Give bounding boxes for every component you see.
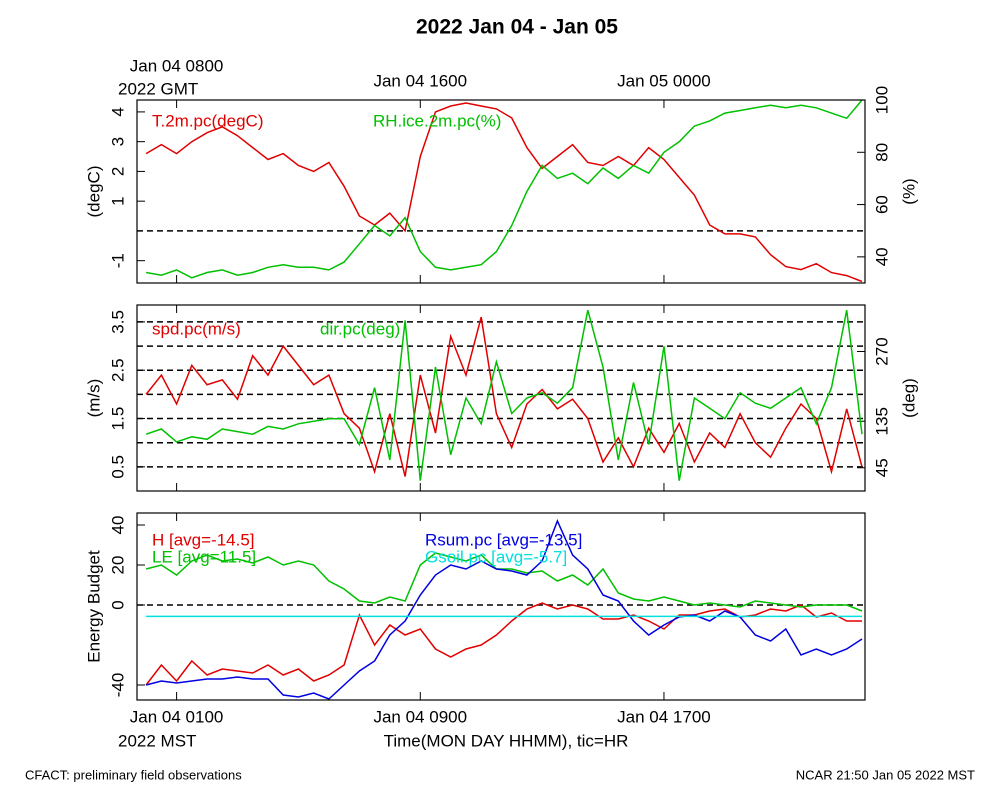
legend-label: Gsoil.pc [avg=-5.7] bbox=[425, 547, 567, 566]
y-tick-label: 1.5 bbox=[108, 407, 127, 431]
y-axis-label: (degC) bbox=[84, 166, 103, 218]
legend-label: T.2m.pc(degC) bbox=[152, 111, 263, 130]
y2-tick-label: 135 bbox=[872, 407, 891, 435]
y2-tick-label: 270 bbox=[872, 337, 891, 365]
chart-title: 2022 Jan 04 - Jan 05 bbox=[416, 16, 618, 39]
top-x-tick-label: Jan 05 0000 bbox=[617, 71, 711, 90]
legend-label: LE [avg=11.5] bbox=[152, 547, 256, 566]
legend-label: Rsum.pc [avg=-13.5] bbox=[425, 530, 582, 549]
legend-label: H [avg=-14.5] bbox=[152, 530, 255, 549]
x-tick-label: Jan 04 0900 bbox=[373, 707, 467, 726]
top-x-tick-label: Jan 04 1600 bbox=[373, 71, 467, 90]
series-line bbox=[145, 310, 863, 481]
x-tick-label: Jan 04 0100 bbox=[130, 707, 224, 726]
series-line bbox=[145, 99, 863, 279]
y2-axis-label: (%) bbox=[899, 178, 918, 204]
y-tick-label: 0 bbox=[108, 600, 127, 609]
y2-tick-label: 100 bbox=[872, 86, 891, 114]
series-line bbox=[145, 102, 863, 283]
y-tick-label: 1 bbox=[108, 196, 127, 205]
x-axis-label: Time(MON DAY HHMM), tic=HR bbox=[384, 731, 629, 750]
y2-tick-label: 45 bbox=[872, 458, 891, 477]
y2-tick-label: 40 bbox=[872, 247, 891, 266]
y-tick-label: 4 bbox=[108, 107, 127, 116]
y-tick-label: 3 bbox=[108, 137, 127, 146]
plot-frame bbox=[136, 99, 866, 284]
y-tick-label: 3.5 bbox=[108, 310, 127, 334]
y-axis-label: (m/s) bbox=[84, 379, 103, 418]
series-line bbox=[145, 519, 863, 700]
y-tick-label: -1 bbox=[108, 253, 127, 268]
y-tick-label: 20 bbox=[108, 556, 127, 575]
top-x-tick-label: Jan 04 0800 bbox=[130, 56, 224, 75]
series-line bbox=[145, 552, 863, 612]
y2-axis-label: (deg) bbox=[899, 378, 918, 418]
y-tick-label: 2.5 bbox=[108, 358, 127, 382]
series-line bbox=[145, 316, 863, 477]
plot-frame bbox=[136, 512, 866, 701]
y-axis-label: Energy Budget bbox=[84, 550, 103, 663]
y-tick-label: 0.5 bbox=[108, 455, 127, 479]
footer-right: NCAR 21:50 Jan 05 2022 MST bbox=[796, 767, 975, 782]
top-zone-label: 2022 GMT bbox=[118, 79, 198, 98]
y-tick-label: 40 bbox=[108, 516, 127, 535]
legend-label: spd.pc(m/s) bbox=[152, 319, 241, 338]
y-tick-label: -40 bbox=[108, 673, 127, 698]
y2-tick-label: 60 bbox=[872, 195, 891, 214]
y2-tick-label: 80 bbox=[872, 143, 891, 162]
x-tick-label: Jan 04 1700 bbox=[617, 707, 711, 726]
y-tick-label: 2 bbox=[108, 167, 127, 176]
bottom-zone-label: 2022 MST bbox=[118, 731, 196, 750]
legend-label: RH.ice.2m.pc(%) bbox=[373, 111, 501, 130]
plot-frame bbox=[136, 304, 866, 492]
footer-left: CFACT: preliminary field observations bbox=[25, 767, 242, 782]
legend-label: dir.pc(deg) bbox=[320, 319, 400, 338]
